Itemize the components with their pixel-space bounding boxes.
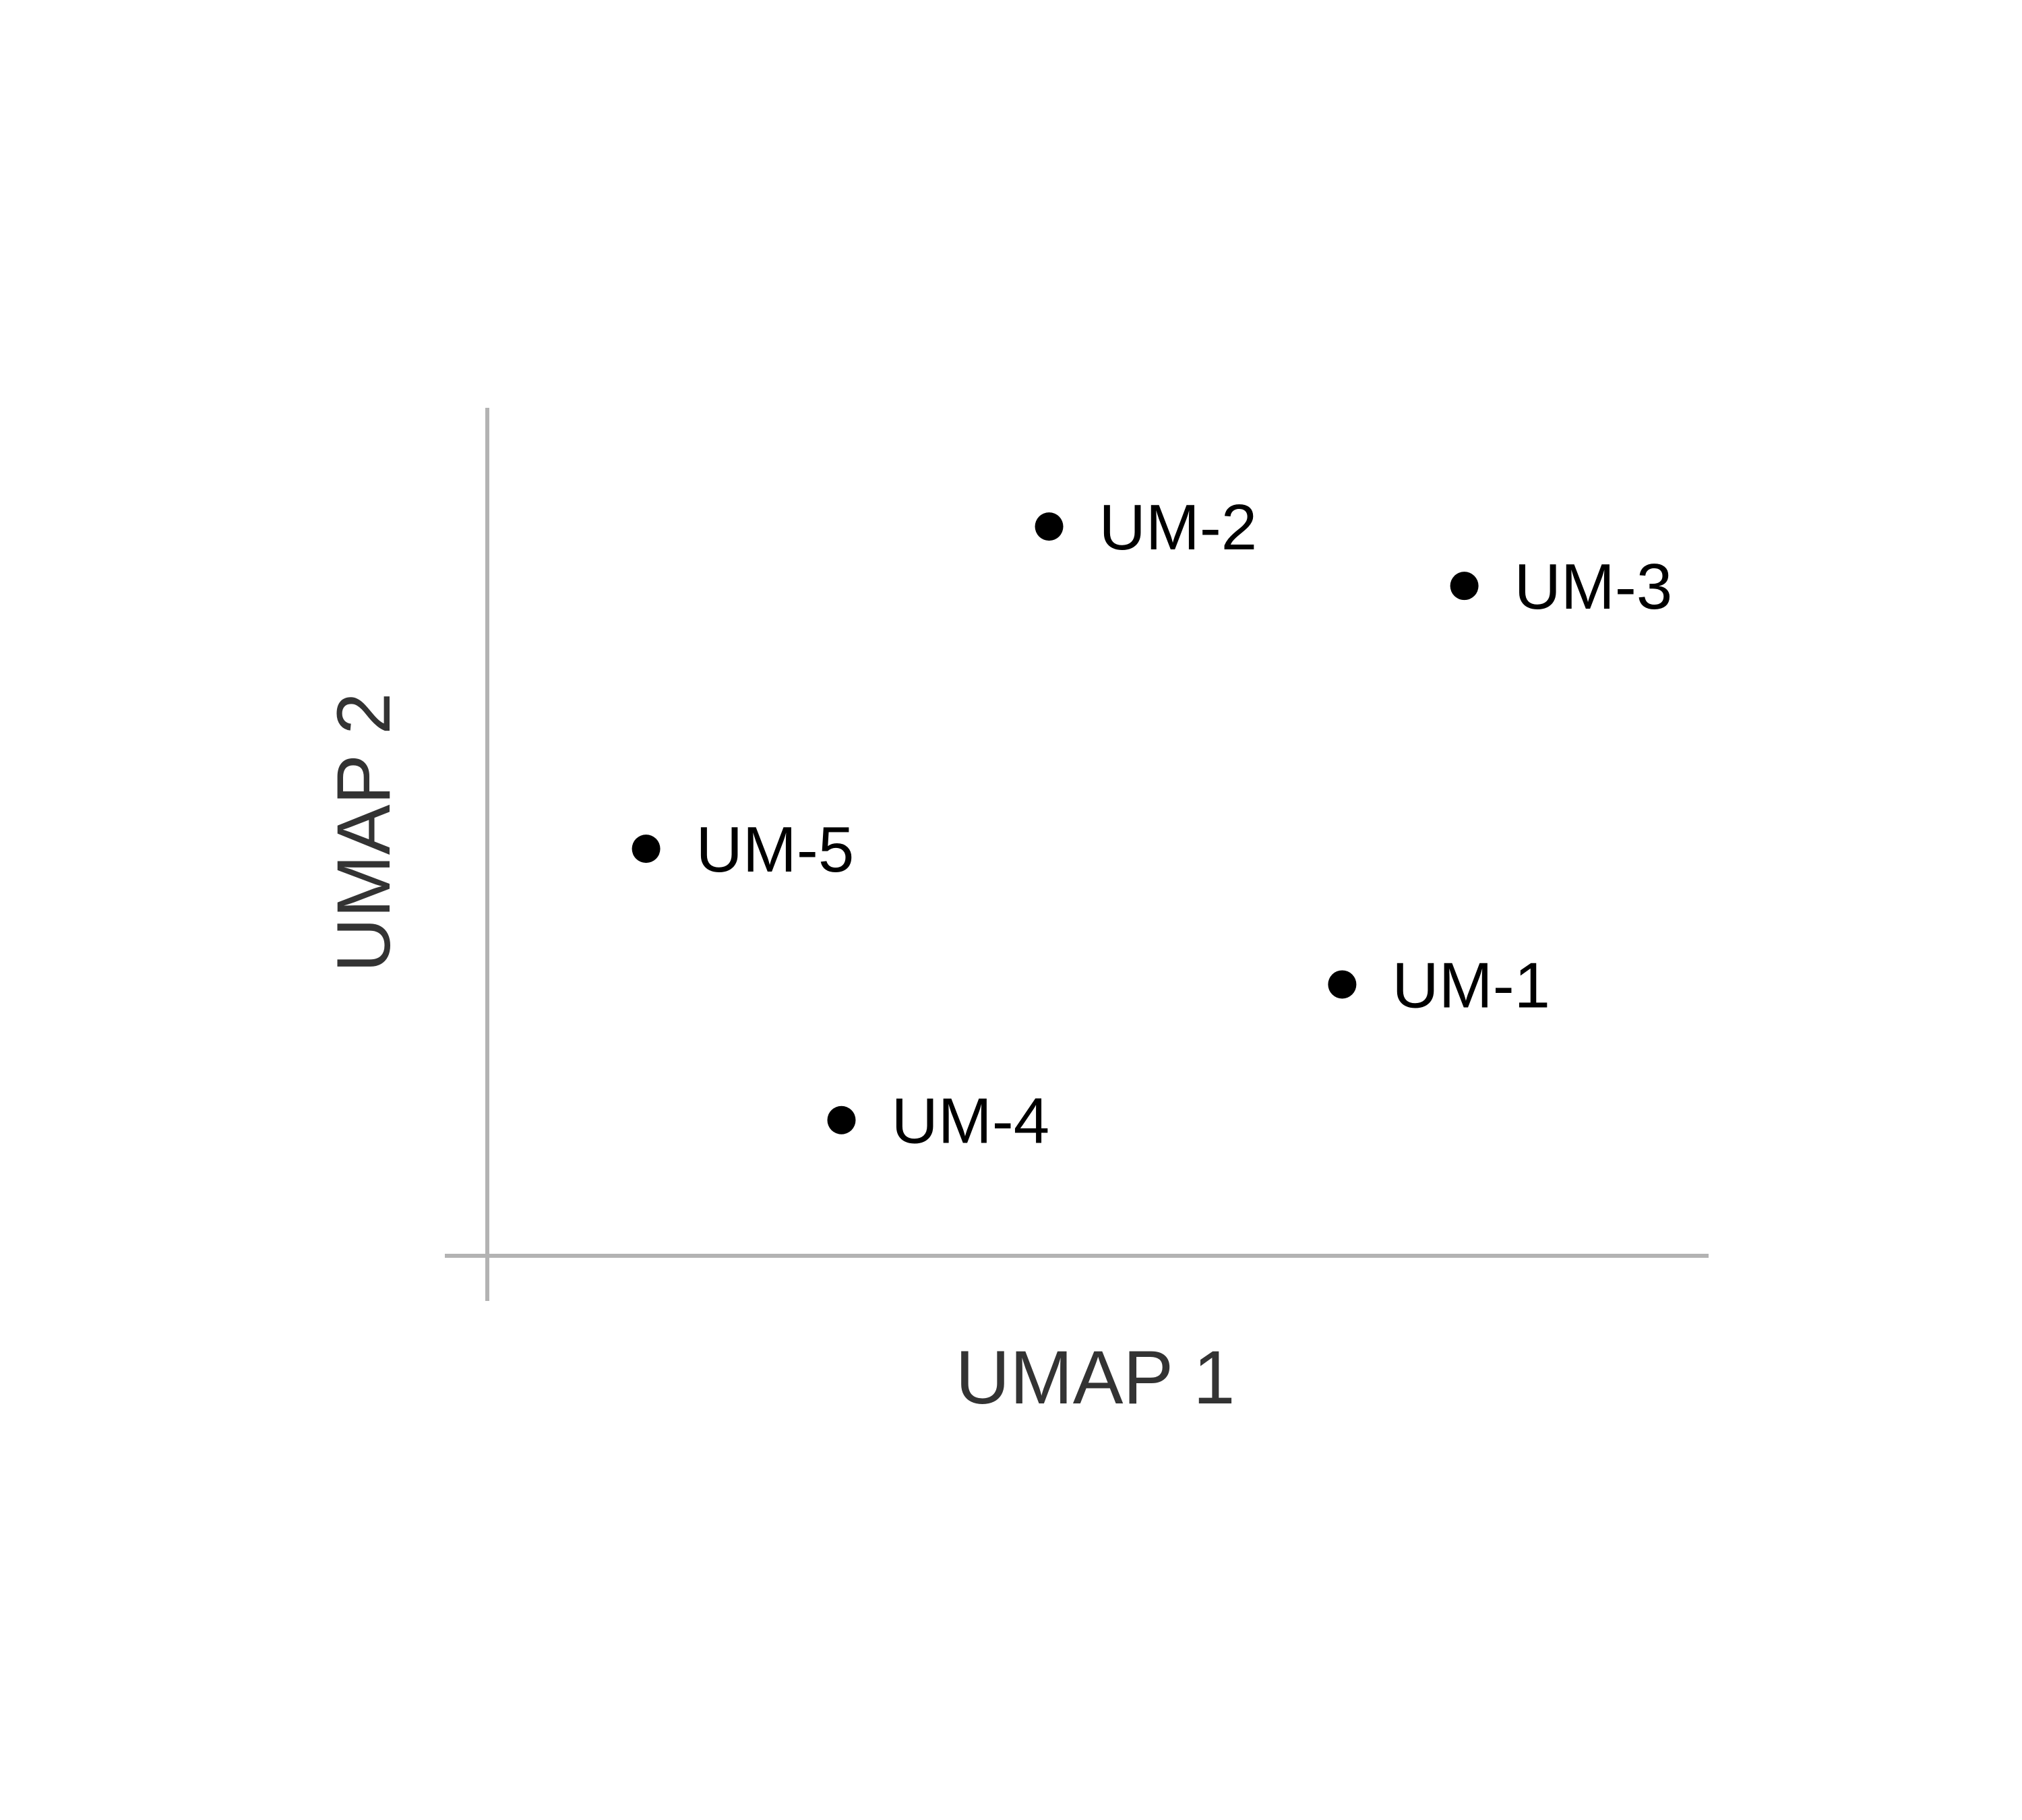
scatter-point xyxy=(1450,572,1479,601)
scatter-point-group: UM-5 xyxy=(632,814,855,886)
scatter-point-group: UM-3 xyxy=(1450,551,1673,623)
scatter-point-group: UM-1 xyxy=(1328,949,1550,1021)
point-label: UM-2 xyxy=(1099,491,1258,564)
scatter-point xyxy=(1035,512,1064,541)
x-axis-title: UMAP 1 xyxy=(956,1335,1235,1420)
point-label: UM-4 xyxy=(891,1085,1049,1157)
point-label: UM-1 xyxy=(1392,949,1550,1021)
scatter-point xyxy=(632,835,661,863)
point-label: UM-5 xyxy=(696,814,855,886)
y-axis-title: UMAP 2 xyxy=(321,693,406,973)
point-label: UM-3 xyxy=(1514,551,1673,623)
points-layer: UM-1 UM-2 UM-3 UM-4 UM-5 xyxy=(632,491,1673,1157)
scatter-point xyxy=(827,1105,856,1134)
scatter-point xyxy=(1328,970,1357,999)
scatter-point-group: UM-4 xyxy=(827,1085,1049,1157)
scatter-point-group: UM-2 xyxy=(1035,491,1258,564)
